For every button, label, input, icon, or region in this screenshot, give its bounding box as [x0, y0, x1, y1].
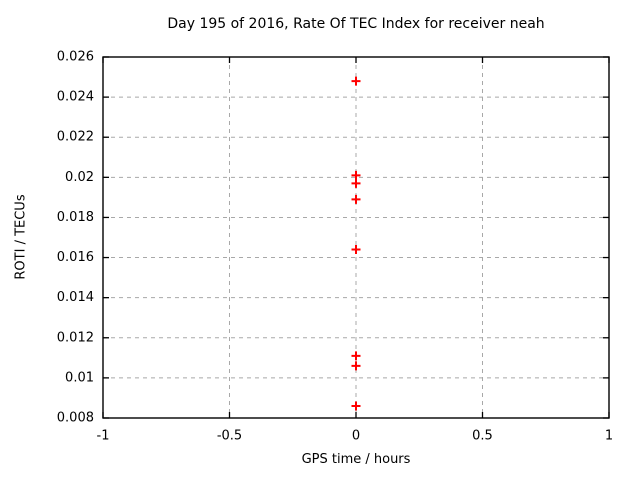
- y-tick-label: 0.024: [57, 90, 94, 105]
- y-tick-label: 0.012: [57, 330, 94, 345]
- y-tick-label: 0.014: [57, 290, 94, 305]
- y-tick-label: 0.016: [57, 250, 94, 265]
- chart-title: Day 195 of 2016, Rate Of TEC Index for r…: [167, 16, 545, 32]
- x-tick-label: 1: [605, 429, 613, 444]
- x-tick-label: -0.5: [217, 429, 242, 444]
- y-tick-label: 0.026: [57, 50, 94, 65]
- data-point-plus: [351, 361, 361, 371]
- y-tick-label: 0.022: [57, 130, 94, 145]
- plot-frame: [102, 56, 610, 419]
- data-point-plus: [351, 170, 361, 180]
- x-axis-label: GPS time / hours: [301, 452, 411, 467]
- data-point-plus: [351, 401, 361, 411]
- y-tick-label: 0.018: [57, 210, 94, 225]
- x-tick-label: -1: [97, 429, 110, 444]
- data-point-plus: [351, 76, 361, 86]
- data-point-plus: [351, 178, 361, 188]
- x-tick-label: 0.5: [472, 429, 493, 444]
- y-tick-label: 0.008: [57, 411, 94, 426]
- data-point-plus: [351, 351, 361, 361]
- y-axis-label: ROTI / TECUs: [13, 194, 29, 280]
- data-point-plus: [351, 245, 361, 255]
- data-point-plus: [351, 194, 361, 204]
- y-tick-label: 0.01: [65, 370, 94, 385]
- y-tick-label: 0.02: [65, 170, 94, 185]
- x-tick-label: 0: [352, 429, 360, 444]
